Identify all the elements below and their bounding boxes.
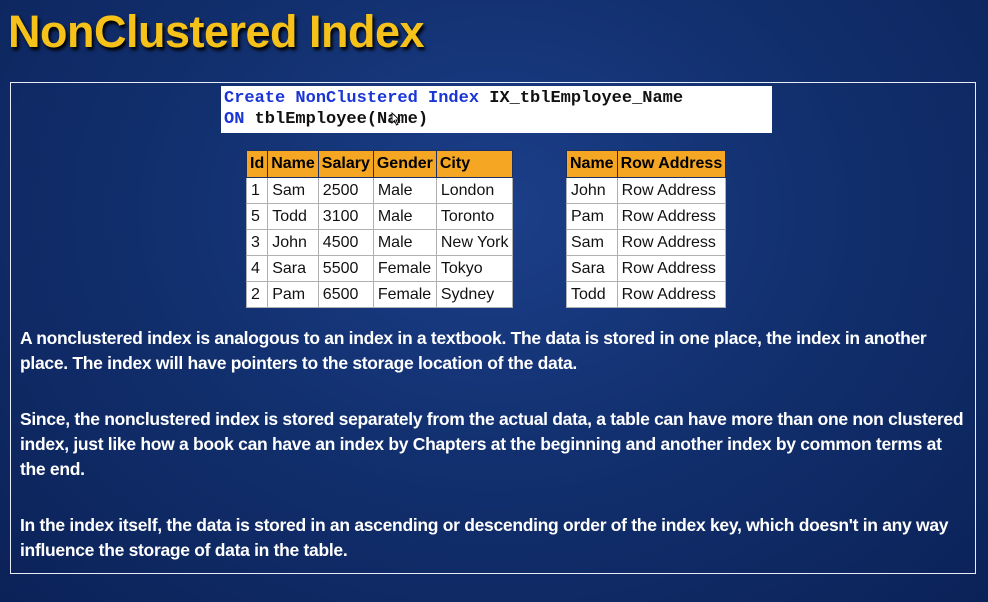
table-cell: 3: [245, 229, 269, 256]
table-cell: Female: [372, 281, 437, 308]
table-row: John Row Address: [566, 177, 727, 204]
table-cell: Row Address: [616, 229, 727, 256]
column-header: Row Address: [616, 150, 727, 178]
table-cell: John: [566, 177, 618, 204]
table-cell: Tokyo: [435, 255, 514, 282]
sql-code-box: Create NonClustered Index IX_tblEmployee…: [221, 86, 772, 133]
table-cell: Female: [372, 255, 437, 282]
table-cell: Todd: [267, 203, 319, 230]
table-header-row: Name Row Address: [566, 150, 727, 178]
mouse-pointer-icon: [391, 112, 401, 126]
table-header-row: Id Name Salary Gender City: [245, 150, 514, 178]
table-row: Pam Row Address: [566, 203, 727, 230]
table-cell: Sara: [566, 255, 618, 282]
table-cell: 5500: [317, 255, 374, 282]
paragraph-ordering: In the index itself, the data is stored …: [20, 515, 949, 560]
table-cell: Row Address: [616, 203, 727, 230]
code-line-1: Create NonClustered Index IX_tblEmployee…: [224, 88, 769, 109]
table-row: 5 Todd 3100 Male Toronto: [245, 203, 514, 230]
column-header: Id: [245, 150, 269, 178]
table-row: 3 John 4500 Male New York: [245, 229, 514, 256]
table-cell: Male: [372, 203, 437, 230]
content-frame: [10, 82, 976, 574]
table-cell: 1: [245, 177, 269, 204]
paragraph-multiple-indexes: Since, the nonclustered index is stored …: [20, 409, 964, 479]
table-cell: 4: [245, 255, 269, 282]
table-cell: Sam: [267, 177, 319, 204]
table-cell: Sydney: [435, 281, 514, 308]
table-cell: Pam: [566, 203, 618, 230]
table-cell: Male: [372, 177, 437, 204]
table-row: 1 Sam 2500 Male London: [245, 177, 514, 204]
employee-table: Id Name Salary Gender City 1 Sam 2500 Ma…: [245, 150, 514, 308]
index-table: Name Row Address John Row Address Pam Ro…: [566, 150, 727, 308]
table-cell: Pam: [267, 281, 319, 308]
table-cell: 3100: [317, 203, 374, 230]
code-text: IX_tblEmployee_Name: [479, 89, 684, 108]
table-row: 4 Sara 5500 Female Tokyo: [245, 255, 514, 282]
table-cell: Sam: [566, 229, 618, 256]
column-header: Name: [566, 150, 618, 178]
table-cell: 5: [245, 203, 269, 230]
code-keyword: Create NonClustered Index: [224, 89, 480, 108]
column-header: Salary: [317, 150, 374, 178]
table-cell: 2: [245, 281, 269, 308]
column-header: Name: [267, 150, 319, 178]
table-cell: Row Address: [616, 281, 727, 308]
table-cell: New York: [435, 229, 514, 256]
code-text: tblEmployee(Name): [244, 110, 429, 129]
table-cell: John: [267, 229, 319, 256]
table-row: Todd Row Address: [566, 281, 727, 308]
slide-title: NonClustered Index: [8, 6, 425, 57]
table-cell: 6500: [317, 281, 374, 308]
table-cell: Toronto: [435, 203, 514, 230]
table-row: Sara Row Address: [566, 255, 727, 282]
table-cell: Row Address: [616, 177, 727, 204]
table-cell: Row Address: [616, 255, 727, 282]
column-header: Gender: [372, 150, 437, 178]
paragraph-definition: A nonclustered index is analogous to an …: [20, 328, 927, 373]
code-keyword: ON: [224, 110, 245, 129]
table-row: 2 Pam 6500 Female Sydney: [245, 281, 514, 308]
table-cell: London: [435, 177, 514, 204]
table-cell: Todd: [566, 281, 618, 308]
table-cell: 2500: [317, 177, 374, 204]
code-line-2: ON tblEmployee(Name): [224, 109, 769, 130]
table-row: Sam Row Address: [566, 229, 727, 256]
table-cell: 4500: [317, 229, 374, 256]
table-cell: Sara: [267, 255, 319, 282]
table-cell: Male: [372, 229, 437, 256]
column-header: City: [435, 150, 514, 178]
